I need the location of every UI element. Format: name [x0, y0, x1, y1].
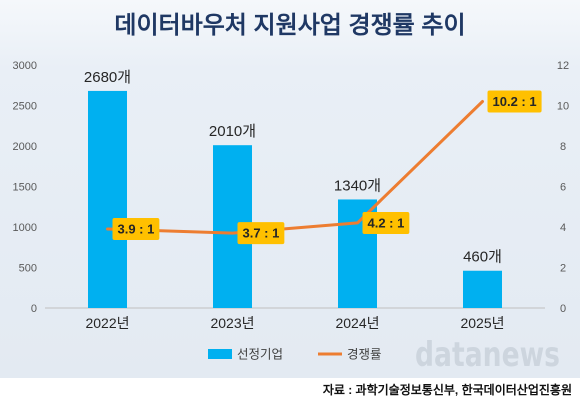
- axes-layer: 0 500 1000 1500 2000 2500 3000 0 2 4 6 8 10 12 2022년 20…: [13, 60, 570, 331]
- x-axis-category-label: 2025년: [460, 315, 504, 331]
- bar-selected-companies-1: [88, 90, 127, 308]
- bar-selected-companies-4: [463, 270, 502, 308]
- x-axis-category-label: 2023년: [210, 315, 254, 331]
- legend: 선정기업 경쟁률: [208, 348, 382, 362]
- x-axis-category-label: 2022년: [85, 315, 129, 331]
- bar-value-label: 2010개: [209, 123, 256, 140]
- right-axis-tick-label: 4: [560, 222, 566, 234]
- legend-item-selected-companies: 선정기업: [208, 348, 283, 362]
- rate-label-2: 3.7 : 1: [237, 222, 285, 245]
- bar-value-label: 2680개: [84, 69, 131, 86]
- rate-label-text: 3.9 : 1: [118, 222, 155, 237]
- right-axis-tick-label: 2: [560, 263, 566, 275]
- right-axis-tick-label: 0: [560, 303, 566, 315]
- left-axis-tick-label: 500: [19, 263, 37, 275]
- rate-label-1: 3.9 : 1: [112, 218, 160, 241]
- left-axis-tick-label: 2000: [13, 141, 37, 153]
- left-axis-tick-label: 1000: [13, 222, 37, 234]
- rate-label-text: 4.2 : 1: [368, 215, 405, 230]
- left-axis-tick-label: 0: [31, 303, 37, 315]
- right-axis-tick-label: 10: [557, 101, 569, 113]
- bar-value-label: 1340개: [334, 177, 381, 194]
- bars-layer: [88, 90, 502, 308]
- competition-rate-line: [106, 100, 484, 235]
- legend-label-line: 경쟁률: [347, 348, 382, 362]
- legend-item-competition-rate: 경쟁률: [318, 348, 382, 362]
- left-axis-tick-label: 3000: [13, 60, 37, 72]
- rate-label-box: [237, 222, 285, 245]
- watermark-logo: datanews: [415, 335, 560, 375]
- rate-label-box: [112, 218, 160, 241]
- rate-label-3: 4.2 : 1: [362, 211, 410, 234]
- rate-label-4: 10.2 : 1: [487, 90, 542, 113]
- x-axis-category-label: 2024년: [335, 315, 379, 331]
- rate-label-text: 10.2 : 1: [493, 94, 537, 109]
- left-axis-tick-label: 1500: [13, 182, 37, 194]
- rate-label-box: [362, 211, 410, 234]
- rate-label-text: 3.7 : 1: [243, 226, 280, 241]
- line-layer: [106, 100, 484, 235]
- bar-value-label: 460개: [463, 249, 502, 266]
- data-labels-layer: 2680개 2010개 1340개 460개 3.9 : 1 3.7 : 1 4.2 : 1…: [84, 69, 542, 266]
- legend-bar-swatch: [208, 349, 232, 359]
- chart-title: 데이터바우처 지원사업 경쟁률 추이: [114, 12, 465, 39]
- right-axis-tick-label: 12: [557, 60, 569, 72]
- left-axis-tick-label: 2500: [13, 101, 37, 113]
- source-note: 자료 : 과학기술정보통신부, 한국데이터산업진흥원: [323, 382, 572, 397]
- legend-label-bar: 선정기업: [237, 348, 283, 362]
- right-axis-tick-label: 8: [560, 141, 566, 153]
- right-axis-tick-label: 6: [560, 182, 566, 194]
- rate-label-box: [487, 90, 542, 113]
